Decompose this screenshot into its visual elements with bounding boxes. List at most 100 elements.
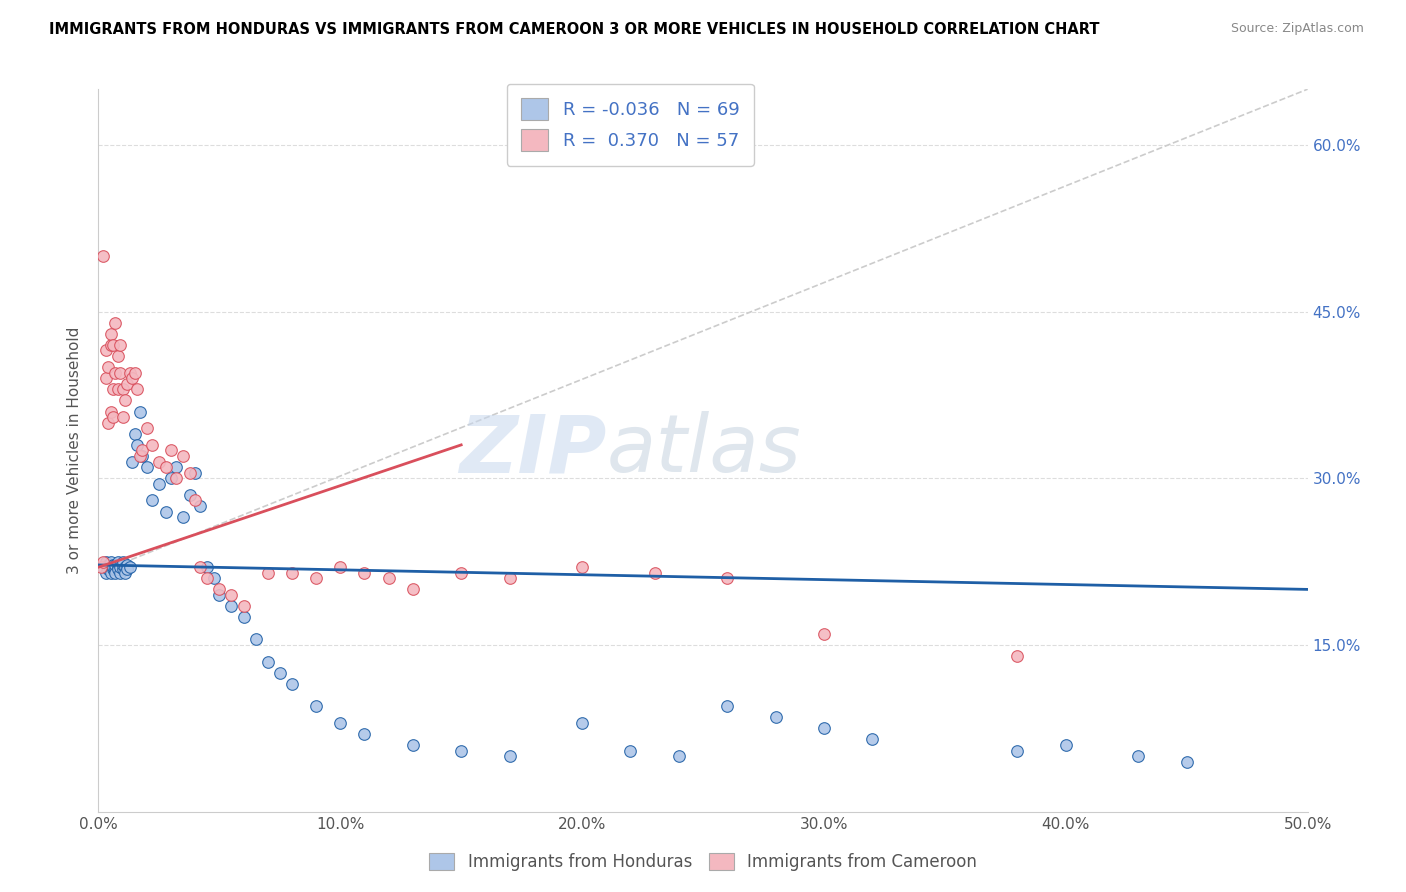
Text: ZIP: ZIP <box>458 411 606 490</box>
Point <box>108 366 131 380</box>
Point <box>91 555 114 569</box>
Point <box>184 466 207 480</box>
Point <box>165 460 187 475</box>
Point <box>124 366 146 380</box>
Point <box>117 376 139 391</box>
Point <box>571 560 593 574</box>
Point <box>402 738 425 752</box>
Point <box>141 438 163 452</box>
Point <box>108 560 131 574</box>
Point <box>377 571 399 585</box>
Point <box>195 560 218 574</box>
Point <box>256 655 278 669</box>
Point <box>101 560 124 574</box>
Point <box>256 566 278 580</box>
Point <box>716 571 738 585</box>
Point <box>90 560 112 574</box>
Point <box>305 699 328 714</box>
Point <box>160 443 183 458</box>
Point <box>860 732 883 747</box>
Y-axis label: 3 or more Vehicles in Household: 3 or more Vehicles in Household <box>67 326 83 574</box>
Point <box>644 566 666 580</box>
Point <box>128 449 150 463</box>
Point <box>114 393 136 408</box>
Point <box>155 505 177 519</box>
Point <box>195 571 218 585</box>
Point <box>118 366 141 380</box>
Point <box>104 566 127 580</box>
Point <box>100 326 122 341</box>
Point <box>104 316 127 330</box>
Text: atlas: atlas <box>606 411 801 490</box>
Point <box>97 562 120 576</box>
Point <box>668 749 690 764</box>
Point <box>221 599 243 613</box>
Point <box>107 555 129 569</box>
Point <box>172 510 194 524</box>
Point <box>281 677 304 691</box>
Point <box>101 558 124 572</box>
Point <box>232 610 254 624</box>
Point <box>101 410 124 425</box>
Point <box>111 382 134 396</box>
Point <box>155 460 177 475</box>
Point <box>117 558 139 572</box>
Point <box>204 571 226 585</box>
Point <box>124 426 146 441</box>
Point <box>208 588 231 602</box>
Point <box>104 558 127 572</box>
Point <box>121 371 143 385</box>
Point <box>160 471 183 485</box>
Point <box>619 743 641 757</box>
Point <box>127 438 149 452</box>
Point <box>353 727 375 741</box>
Point <box>450 743 472 757</box>
Point <box>100 560 122 574</box>
Point <box>498 571 520 585</box>
Point <box>1054 738 1077 752</box>
Point <box>104 366 127 380</box>
Point <box>232 599 254 613</box>
Text: Source: ZipAtlas.com: Source: ZipAtlas.com <box>1230 22 1364 36</box>
Point <box>184 493 207 508</box>
Point <box>716 699 738 714</box>
Point <box>111 555 134 569</box>
Point <box>1175 755 1198 769</box>
Point <box>100 338 122 352</box>
Point <box>269 665 291 680</box>
Legend: Immigrants from Honduras, Immigrants from Cameroon: Immigrants from Honduras, Immigrants fro… <box>420 845 986 880</box>
Point <box>135 421 157 435</box>
Point <box>172 449 194 463</box>
Point <box>245 632 267 647</box>
Point <box>188 560 211 574</box>
Point <box>1128 749 1150 764</box>
Point <box>498 749 520 764</box>
Point <box>571 715 593 730</box>
Point <box>329 715 352 730</box>
Point <box>1007 649 1029 664</box>
Point <box>104 562 127 576</box>
Point <box>94 555 117 569</box>
Point <box>100 555 122 569</box>
Point <box>165 471 187 485</box>
Point <box>188 499 211 513</box>
Point <box>402 582 425 597</box>
Point <box>179 488 201 502</box>
Point <box>281 566 304 580</box>
Point <box>107 562 129 576</box>
Point <box>100 566 122 580</box>
Point <box>107 349 129 363</box>
Point <box>118 560 141 574</box>
Point <box>97 416 120 430</box>
Point <box>148 454 170 468</box>
Point <box>101 382 124 396</box>
Point <box>329 560 352 574</box>
Text: IMMIGRANTS FROM HONDURAS VS IMMIGRANTS FROM CAMEROON 3 OR MORE VEHICLES IN HOUSE: IMMIGRANTS FROM HONDURAS VS IMMIGRANTS F… <box>49 22 1099 37</box>
Point <box>221 588 243 602</box>
Point <box>101 562 124 576</box>
Point <box>108 558 131 572</box>
Point <box>94 566 117 580</box>
Point <box>127 382 149 396</box>
Point <box>108 338 131 352</box>
Point <box>305 571 328 585</box>
